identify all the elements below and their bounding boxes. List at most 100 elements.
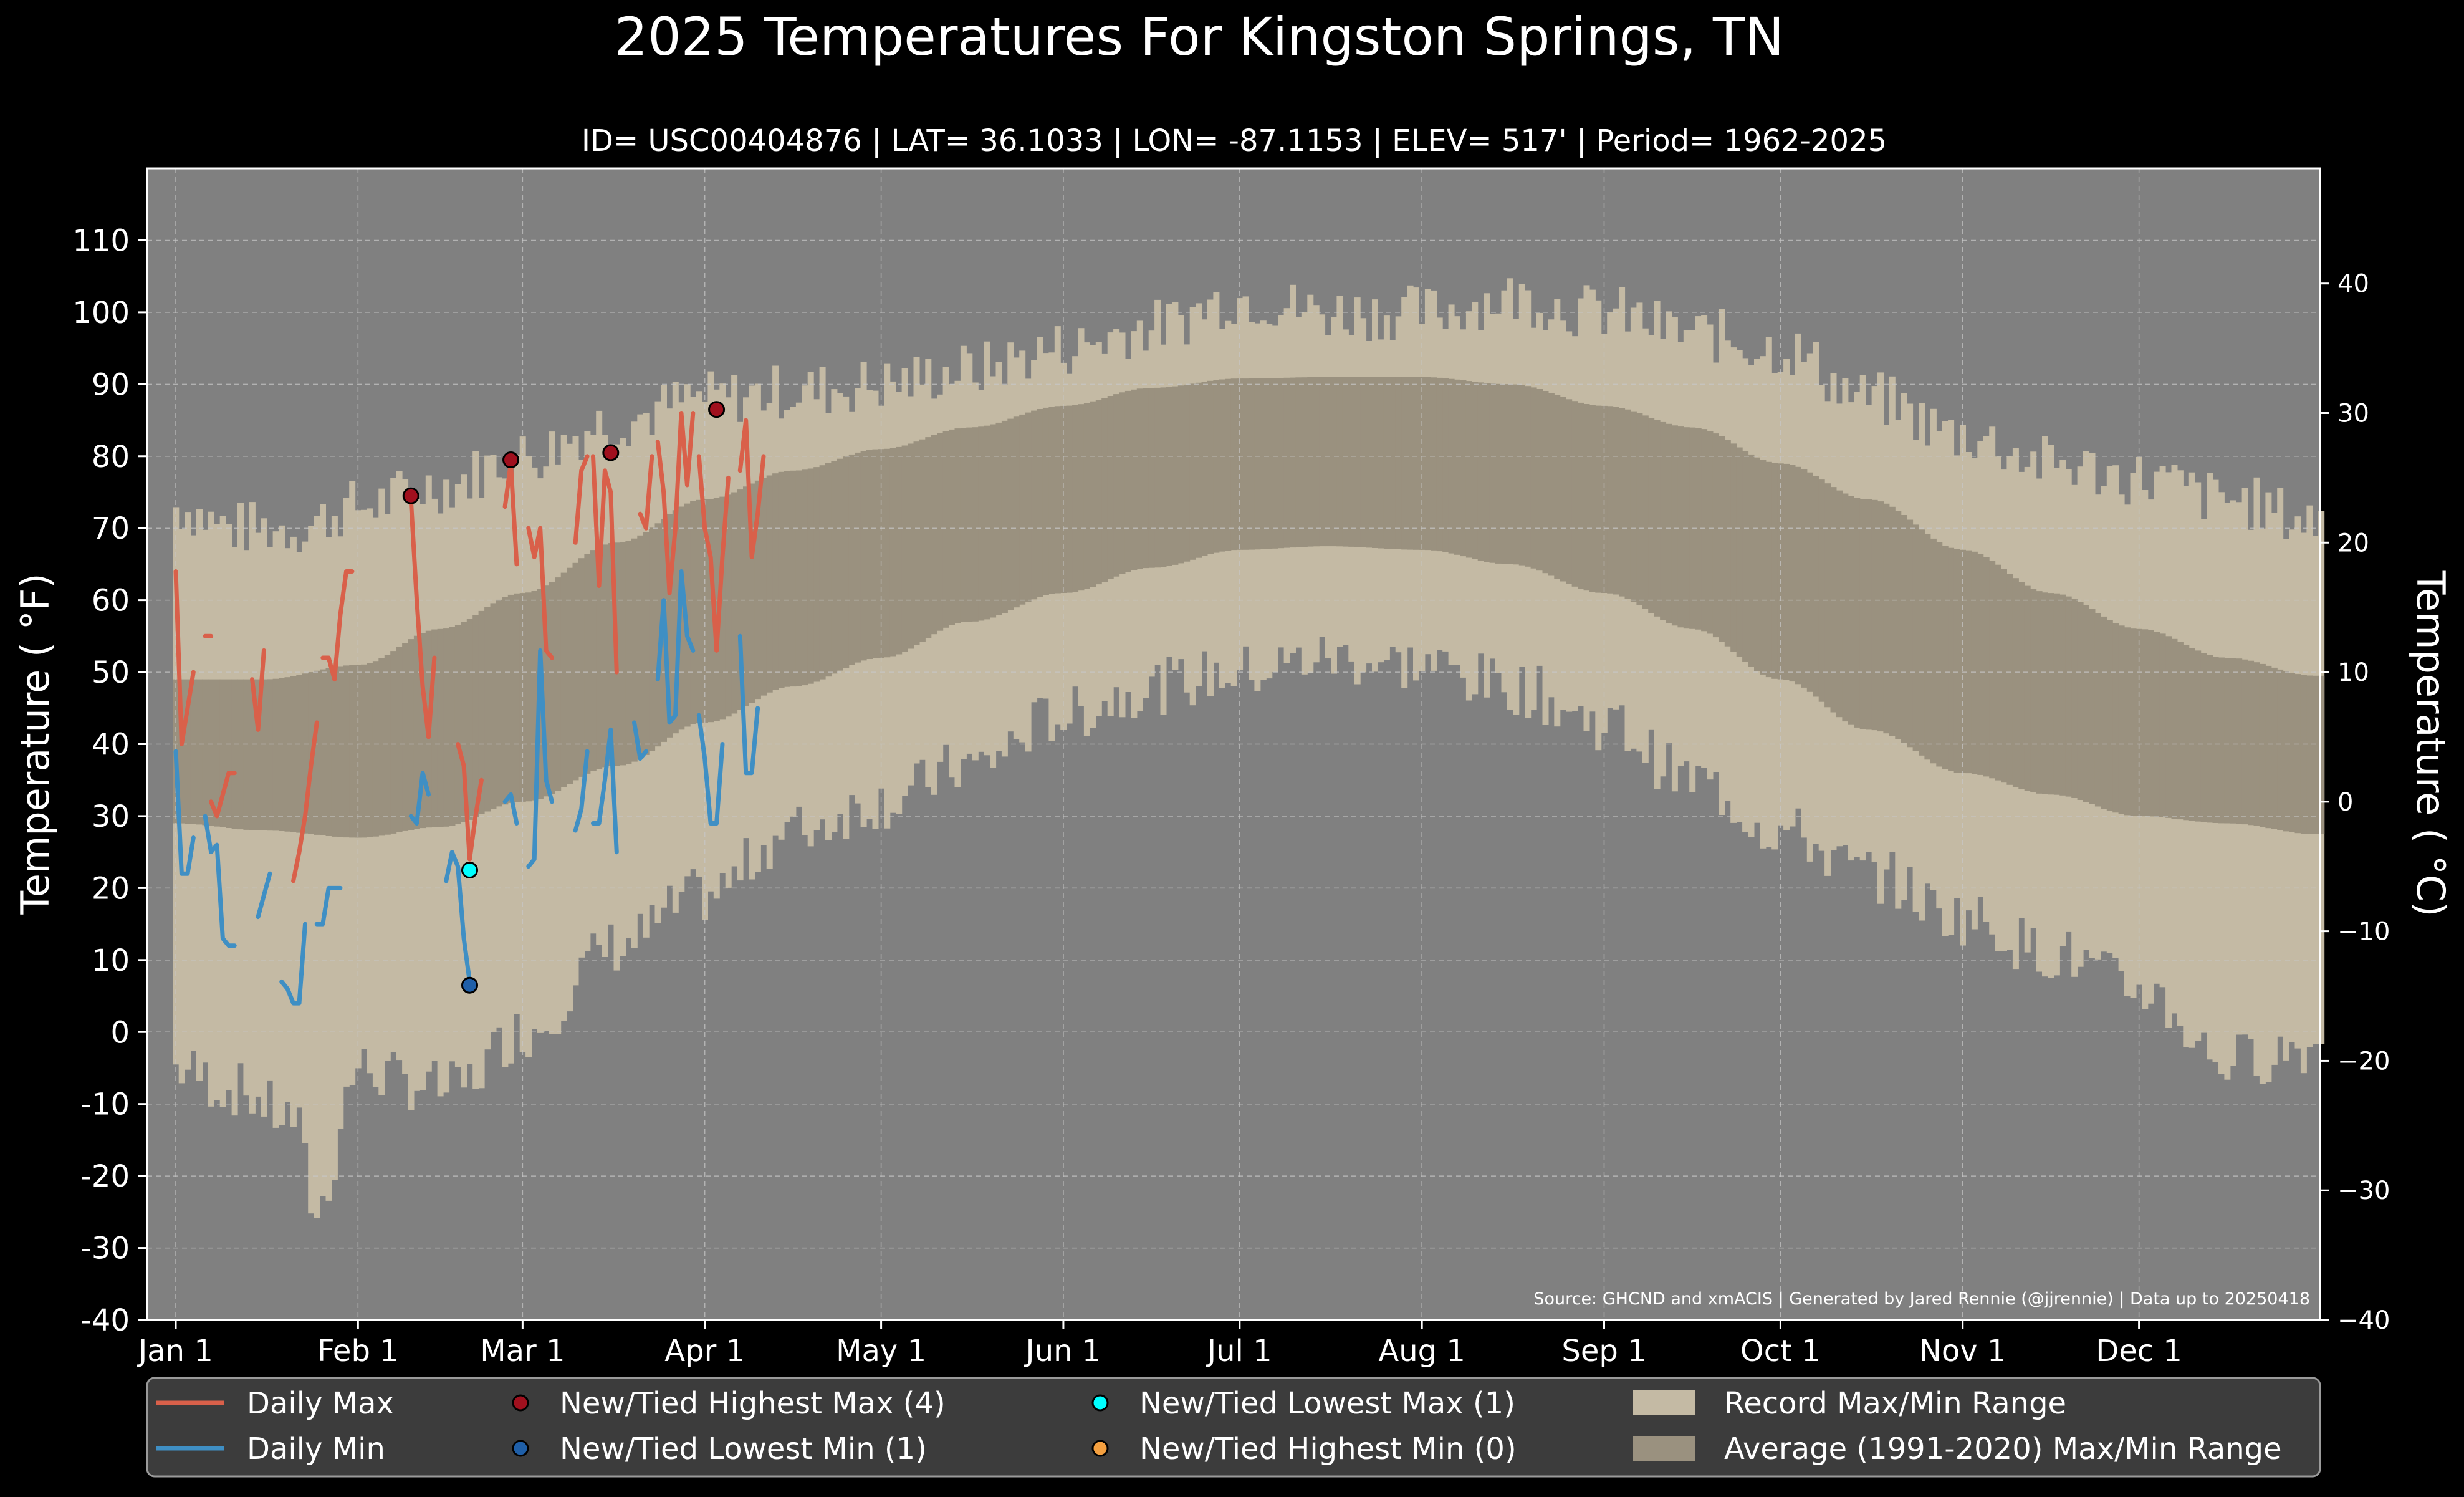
- average-range-bar: [1848, 496, 1854, 725]
- daily-max-line: [456, 742, 484, 862]
- x-tick-label: Apr 1: [664, 1334, 745, 1369]
- average-range-bar: [1724, 440, 1731, 647]
- average-range-bar: [1801, 469, 1808, 688]
- average-range-bar: [1824, 483, 1831, 708]
- y-axis-left: -40 -30 -20 -10 0 10 20 30 40 50 60 70 80 90 100 110: [72, 223, 147, 1338]
- average-range-bar: [2236, 658, 2243, 824]
- average-range-bar: [1518, 385, 1525, 566]
- average-range-bar: [1272, 378, 1278, 549]
- y-tick-label: 100: [72, 296, 130, 330]
- average-range-bar: [1242, 378, 1249, 550]
- average-range-bar: [196, 679, 203, 825]
- average-range-bar: [296, 675, 303, 833]
- average-range-bar: [696, 499, 702, 723]
- average-range-bar: [1525, 386, 1532, 567]
- average-range-bar: [1454, 379, 1460, 555]
- average-range-bar: [1566, 399, 1573, 584]
- average-range-bar: [502, 597, 509, 805]
- average-range-bar: [990, 424, 997, 618]
- record-range-bar: [302, 541, 309, 1143]
- average-range-bar: [449, 627, 456, 826]
- average-range-bar: [1413, 377, 1419, 550]
- record-range-bar: [320, 504, 326, 1196]
- average-range-bar: [1213, 380, 1220, 553]
- average-range-bar: [731, 492, 738, 714]
- average-range-bar: [784, 471, 790, 687]
- average-range-bar: [1660, 421, 1667, 620]
- average-range-bar: [302, 673, 309, 834]
- legend: Daily Max Daily Min New/Tied Highest Max (…: [146, 1377, 2321, 1478]
- average-range-bar: [2012, 578, 2019, 787]
- average-range-bar: [267, 679, 274, 831]
- average-range-bar: [2036, 591, 2043, 794]
- average-range-bar: [1189, 383, 1196, 560]
- daily-max-line: [737, 418, 766, 559]
- average-range-bar: [837, 458, 843, 671]
- average-range-bar: [396, 647, 403, 832]
- average-range-bar: [1083, 403, 1090, 589]
- new-tied-lowest-min-marker: [461, 976, 478, 994]
- average-range-bar: [1830, 487, 1837, 713]
- average-range-bar: [355, 665, 362, 838]
- average-range-bar: [1237, 378, 1244, 550]
- x-tick-label: Oct 1: [1740, 1334, 1821, 1369]
- daily-min-line: [173, 749, 196, 876]
- average-range-bar: [1513, 384, 1520, 565]
- average-range-bar: [367, 663, 373, 837]
- average-range-bar: [2289, 673, 2296, 832]
- average-range-bar: [1107, 396, 1114, 579]
- average-range-bar: [2118, 625, 2125, 814]
- average-range-bar: [737, 489, 744, 710]
- average-range-bar: [2112, 623, 2119, 813]
- average-range-bar: [384, 655, 391, 835]
- legend-box: [146, 1377, 2321, 1478]
- average-range-bar: [490, 603, 497, 809]
- average-range-bar: [1465, 381, 1472, 558]
- average-range-bar: [1595, 405, 1602, 593]
- record-range-bar: [314, 516, 320, 1218]
- average-range-bar: [543, 585, 550, 797]
- legend-label: New/Tied Highest Max (4): [560, 1386, 946, 1421]
- average-range-bar: [572, 562, 579, 781]
- average-range-bar: [942, 431, 949, 628]
- average-range-bar: [1184, 384, 1191, 562]
- average-range-bar: [2124, 627, 2131, 816]
- average-range-bar: [1948, 547, 1955, 771]
- average-range-bar: [2259, 663, 2266, 827]
- average-range-bar: [1090, 401, 1096, 587]
- average-range-bar: [760, 478, 767, 696]
- average-range-bar: [1048, 407, 1055, 594]
- average-range-bar: [1895, 511, 1902, 739]
- average-range-bar: [908, 443, 914, 649]
- average-range-bar: [707, 499, 714, 723]
- legend-marker-swatch: [1091, 1394, 1109, 1412]
- legend-marker-swatch: [512, 1440, 529, 1457]
- average-range-bar: [2218, 657, 2225, 824]
- daily-max-line: [291, 720, 319, 883]
- average-range-bar: [1031, 410, 1038, 600]
- average-range-bar: [1260, 378, 1267, 549]
- average-range-bar: [1331, 377, 1337, 547]
- average-range-bar: [778, 471, 785, 688]
- average-range-bar: [1007, 418, 1014, 610]
- average-range-bar: [1754, 457, 1760, 671]
- y-tick-label: -30: [81, 1231, 130, 1266]
- average-range-bar: [331, 667, 338, 837]
- y-axis-label-right: Temperature ( °C): [2408, 570, 2453, 917]
- daily-min-line: [408, 771, 431, 826]
- average-range-bar: [1624, 409, 1631, 599]
- legend-label: New/Tied Lowest Max (1): [1139, 1386, 1515, 1421]
- chart-title: 2025 Temperatures For Kingston Springs, …: [615, 6, 1784, 67]
- average-range-bar: [1854, 498, 1861, 728]
- new-tied-highest-max-marker: [502, 451, 520, 469]
- average-range-bar: [1712, 433, 1719, 638]
- daily-min-line: [573, 749, 590, 833]
- average-range-bar: [1907, 519, 1914, 748]
- average-range-bar: [896, 446, 903, 655]
- average-range-bar: [2094, 613, 2101, 807]
- average-range-bar: [813, 467, 820, 682]
- average-range-bar: [713, 498, 720, 721]
- average-range-bar: [1554, 395, 1561, 579]
- y-tick-label: 90: [92, 367, 130, 402]
- average-range-bar: [978, 426, 985, 621]
